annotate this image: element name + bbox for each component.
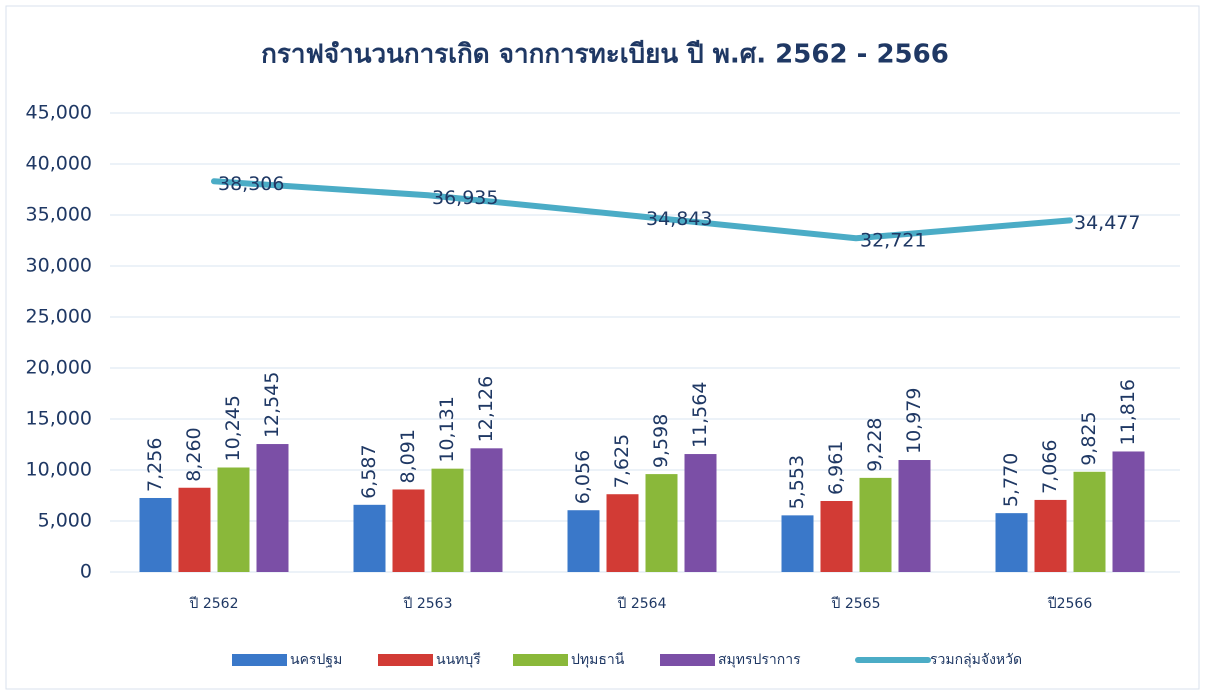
y-tick-label: 20,000	[26, 357, 92, 379]
line-data-label: 34,843	[646, 208, 712, 230]
bar	[1034, 499, 1067, 572]
x-tick-label: ปี 2564	[617, 596, 667, 612]
bar	[139, 497, 172, 572]
data-label: 5,770	[1000, 453, 1022, 507]
data-label: 6,961	[825, 441, 847, 495]
data-label: 9,598	[650, 414, 672, 468]
line-data-label: 32,721	[860, 230, 926, 252]
bar	[606, 494, 639, 572]
data-label: 6,056	[572, 450, 594, 504]
data-label: 5,553	[786, 455, 808, 509]
line-data-label: 34,477	[1074, 212, 1140, 234]
bar	[1112, 451, 1145, 572]
data-label: 9,228	[864, 417, 886, 471]
bar	[898, 460, 931, 572]
legend-label: สมุทรปราการ	[718, 652, 801, 668]
line-series	[211, 178, 1073, 242]
bar	[995, 513, 1028, 572]
legend-label: นครปฐม	[290, 652, 342, 668]
bar	[392, 489, 425, 572]
x-tick-label: ปี 2563	[403, 596, 452, 612]
data-label: 10,245	[222, 395, 244, 461]
data-label: 8,091	[397, 429, 419, 483]
bar	[820, 500, 853, 572]
bar	[178, 487, 211, 572]
line-data-label: 36,935	[432, 187, 498, 209]
bar	[684, 454, 717, 572]
data-label: 12,545	[261, 372, 283, 438]
y-tick-label: 25,000	[26, 306, 92, 328]
data-label: 7,066	[1039, 440, 1061, 494]
bar	[859, 477, 892, 572]
bar	[567, 510, 600, 572]
legend-swatch	[378, 654, 433, 666]
data-label: 11,816	[1117, 379, 1139, 445]
y-tick-label: 0	[80, 561, 92, 583]
bar	[353, 504, 386, 572]
y-tick-label: 10,000	[26, 459, 92, 481]
data-label: 9,825	[1078, 411, 1100, 465]
line-data-label: 38,306	[218, 173, 284, 195]
legend-label: ปทุมธานี	[571, 652, 625, 668]
legend-swatch	[660, 654, 715, 666]
y-tick-label: 15,000	[26, 408, 92, 430]
data-label: 7,625	[611, 434, 633, 488]
chart-frame	[5, 5, 1200, 690]
bar	[645, 474, 678, 572]
y-tick-label: 30,000	[26, 255, 92, 277]
bar	[470, 448, 503, 572]
bar	[217, 467, 250, 572]
chart-title: กราฟจำนวนการเกิด จากการทะเบียน ปี พ.ศ. 2…	[261, 40, 949, 70]
legend-swatch	[232, 654, 287, 666]
x-tick-label: ปี2566	[1047, 596, 1092, 612]
legend-swatch	[513, 654, 568, 666]
y-tick-label: 5,000	[38, 510, 92, 532]
data-label: 10,979	[903, 388, 925, 454]
x-tick-label: ปี 2562	[189, 596, 238, 612]
legend-label: รวมกลุ่มจังหวัด	[930, 652, 1022, 668]
y-tick-label: 35,000	[26, 204, 92, 226]
y-tick-label: 40,000	[26, 153, 92, 175]
data-label: 6,587	[358, 444, 380, 498]
bar	[1073, 471, 1106, 572]
data-label: 11,564	[689, 382, 711, 448]
legend-label: นนทบุรี	[436, 652, 481, 668]
data-label: 10,131	[436, 396, 458, 462]
bar	[781, 515, 814, 572]
data-label: 8,260	[183, 427, 205, 481]
bar	[256, 444, 289, 572]
x-tick-label: ปี 2565	[831, 596, 880, 612]
data-label: 12,126	[475, 376, 497, 442]
y-tick-label: 45,000	[26, 102, 92, 124]
bar	[431, 468, 464, 572]
data-label: 7,256	[144, 438, 166, 492]
